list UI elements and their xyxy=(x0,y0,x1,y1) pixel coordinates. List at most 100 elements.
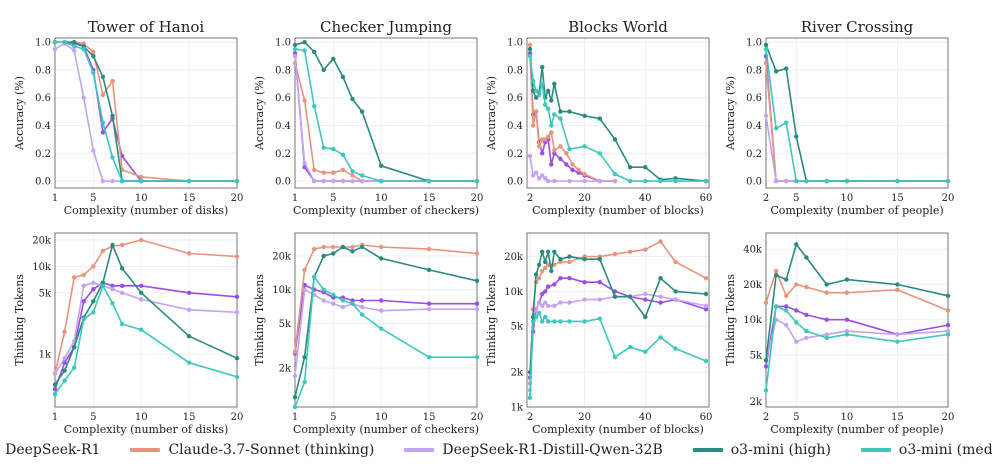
data-point-o3-mini-high xyxy=(533,272,539,277)
y-tick-label: 10k xyxy=(504,287,524,298)
plot-frame xyxy=(526,232,710,408)
data-point-deepseek-r1-distill-qwen-32b xyxy=(530,173,536,178)
legend-item-o3-mini-high: o3-mini (high) xyxy=(692,442,831,458)
legend-label: DeepSeek-R1-Distill-Qwen-32B xyxy=(442,442,663,458)
data-point-claude-3-7-sonnet-thinking xyxy=(763,300,769,305)
data-point-deepseek-r1 xyxy=(784,304,789,309)
data-point-claude-3-7-sonnet-thinking xyxy=(844,290,850,295)
data-point-o3-mini-medium xyxy=(582,319,587,324)
data-point-o3-mini-high xyxy=(52,382,58,387)
data-point-deepseek-r1-distill-qwen-32b xyxy=(612,178,618,184)
data-point-o3-mini-high xyxy=(533,95,539,100)
data-point-o3-mini-high xyxy=(186,334,192,339)
data-point-o3-mini-high xyxy=(540,249,545,254)
data-point-o3-mini-medium xyxy=(340,298,346,303)
legend-label: o3-mini (medium) xyxy=(898,442,992,458)
data-point-claude-3-7-sonnet-thinking xyxy=(536,144,542,149)
x-tick-label: 15 xyxy=(891,412,904,423)
data-point-o3-mini-high xyxy=(331,56,336,61)
data-point-o3-mini-medium xyxy=(312,103,317,109)
plot-frame xyxy=(526,37,710,189)
data-point-deepseek-r1-distill-qwen-32b xyxy=(773,178,779,184)
data-point-o3-mini-high xyxy=(119,266,125,271)
data-point-o3-mini-medium xyxy=(945,332,951,337)
data-point-o3-mini-high xyxy=(773,273,779,278)
data-point-o3-mini-medium xyxy=(139,327,144,332)
data-point-deepseek-r1-distill-qwen-32b xyxy=(567,178,572,184)
data-point-deepseek-r1-distill-qwen-32b xyxy=(321,178,326,184)
data-point-deepseek-r1 xyxy=(945,322,951,328)
y-tick-label: 1.0 xyxy=(35,38,51,49)
data-point-o3-mini-high xyxy=(582,257,587,262)
data-point-deepseek-r1 xyxy=(564,162,569,167)
series-line-claude-3-7-sonnet-thinking xyxy=(294,62,477,182)
data-point-claude-3-7-sonnet-thinking xyxy=(612,251,618,257)
data-point-claude-3-7-sonnet-thinking xyxy=(234,254,240,259)
data-point-o3-mini-high xyxy=(612,294,618,299)
y-tick-label: 0.4 xyxy=(35,121,51,132)
data-point-deepseek-r1 xyxy=(119,283,125,288)
data-point-o3-mini-medium xyxy=(536,92,542,98)
data-point-deepseek-r1-distill-qwen-32b xyxy=(582,178,587,184)
data-point-o3-mini-high xyxy=(567,109,572,114)
chart-panel-3: 2 20 40 60 0.0 0.2 0.4 0.6 0.8 1.0 Complexity (num… xyxy=(485,18,712,217)
data-point-o3-mini-high xyxy=(627,294,633,299)
x-tick-label: 2 xyxy=(527,412,533,423)
y-axis-label: Accuracy (%) xyxy=(485,76,498,151)
data-point-o3-mini-high xyxy=(72,40,77,45)
data-point-o3-mini-high xyxy=(474,278,480,283)
chart-title: Tower of Hanoi xyxy=(88,18,205,36)
y-axis-label: Accuracy (%) xyxy=(13,76,26,151)
data-point-o3-mini-medium xyxy=(91,310,96,315)
data-point-deepseek-r1-distill-qwen-32b xyxy=(540,173,545,178)
data-point-o3-mini-medium xyxy=(804,328,809,334)
data-point-deepseek-r1-distill-qwen-32b xyxy=(945,328,951,334)
data-point-claude-3-7-sonnet-thinking xyxy=(100,248,106,254)
data-point-o3-mini-high xyxy=(292,395,298,400)
data-point-deepseek-r1-distill-qwen-32b xyxy=(543,300,548,305)
data-point-o3-mini-medium xyxy=(552,112,557,117)
data-point-o3-mini-medium xyxy=(340,152,346,157)
data-point-claude-3-7-sonnet-thinking xyxy=(312,167,317,173)
y-tick-label: 1.0 xyxy=(746,38,762,49)
x-tick-label: 20 xyxy=(231,193,244,204)
y-tick-label: 2k xyxy=(750,397,763,408)
data-point-deepseek-r1 xyxy=(540,151,545,156)
data-point-o3-mini-medium xyxy=(530,319,536,324)
data-point-o3-mini-high xyxy=(763,42,769,48)
x-tick-label: 2 xyxy=(527,193,533,204)
data-point-deepseek-r1-distill-qwen-32b xyxy=(804,335,809,341)
data-point-o3-mini-medium xyxy=(543,102,548,107)
data-point-deepseek-r1 xyxy=(597,280,602,285)
y-tick-label: 0.6 xyxy=(275,93,291,104)
y-axis-label: Accuracy (%) xyxy=(724,76,737,151)
data-point-deepseek-r1-distill-qwen-32b xyxy=(72,48,77,53)
data-point-deepseek-r1-distill-qwen-32b xyxy=(552,303,557,308)
data-point-deepseek-r1-distill-qwen-32b xyxy=(567,300,572,305)
series-line-o3-mini-medium xyxy=(529,56,706,182)
data-point-o3-mini-high xyxy=(703,291,709,297)
data-point-o3-mini-high xyxy=(804,255,809,260)
x-tick-label: 20 xyxy=(471,412,484,423)
data-point-o3-mini-high xyxy=(643,165,648,170)
data-point-o3-mini-medium xyxy=(597,316,602,321)
series-line-deepseek-r1 xyxy=(294,284,477,354)
y-tick-label: 0.8 xyxy=(507,65,523,76)
legend-item-o3-mini-medium: o3-mini (medium) xyxy=(860,442,992,458)
y-tick-label: 20k xyxy=(272,251,292,262)
x-tick-label: 2 xyxy=(763,193,769,204)
data-point-claude-3-7-sonnet-thinking xyxy=(536,276,542,281)
data-point-claude-3-7-sonnet-thinking xyxy=(100,92,106,98)
data-point-deepseek-r1-distill-qwen-32b xyxy=(426,307,432,312)
x-axis-label: Complexity (number of people) xyxy=(770,204,943,217)
data-point-o3-mini-medium xyxy=(62,40,67,45)
x-axis-label: Complexity (number of disks) xyxy=(64,204,229,217)
data-point-o3-mini-medium xyxy=(527,395,533,400)
data-point-deepseek-r1-distill-qwen-32b xyxy=(91,148,96,153)
data-point-o3-mini-high xyxy=(549,268,554,274)
data-point-deepseek-r1-distill-qwen-32b xyxy=(784,178,789,184)
data-point-claude-3-7-sonnet-thinking xyxy=(773,268,779,274)
data-point-o3-mini-high xyxy=(340,244,346,250)
data-point-o3-mini-high xyxy=(302,355,307,360)
y-tick-label: 1k xyxy=(39,350,52,361)
